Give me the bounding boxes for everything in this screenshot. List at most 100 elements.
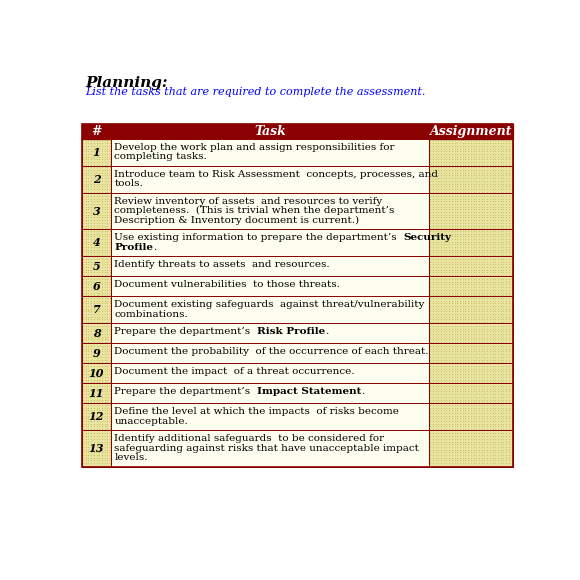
Bar <box>82 276 111 296</box>
Text: .: . <box>325 327 328 336</box>
Text: 3: 3 <box>93 205 100 216</box>
Bar <box>429 139 513 166</box>
Text: 7: 7 <box>93 304 100 316</box>
Bar <box>429 229 513 256</box>
Text: completeness.  (This is trivial when the department’s: completeness. (This is trivial when the … <box>114 206 395 215</box>
Text: Document existing safeguards  against threat/vulnerability: Document existing safeguards against thr… <box>114 300 425 309</box>
Text: Security: Security <box>404 233 451 242</box>
Text: 5: 5 <box>93 261 100 272</box>
Bar <box>111 383 429 404</box>
Bar <box>82 139 111 166</box>
Bar <box>111 323 429 343</box>
Text: Task: Task <box>254 125 286 137</box>
Bar <box>82 383 111 404</box>
Bar <box>82 139 111 166</box>
Text: Introduce team to Risk Assessment  concepts, processes, and: Introduce team to Risk Assessment concep… <box>114 170 438 179</box>
Text: Identify threats to assets  and resources.: Identify threats to assets and resources… <box>114 260 330 269</box>
Bar <box>82 383 111 404</box>
Bar <box>429 193 513 229</box>
Text: levels.: levels. <box>114 454 148 462</box>
Text: Description & Inventory document is current.): Description & Inventory document is curr… <box>114 216 360 225</box>
Bar <box>429 166 513 193</box>
Text: Prepare the department’s: Prepare the department’s <box>114 327 257 336</box>
Bar <box>429 256 513 276</box>
Bar <box>429 363 513 383</box>
Text: unacceptable.: unacceptable. <box>114 417 188 426</box>
Bar <box>82 229 111 256</box>
Text: 4: 4 <box>93 237 100 248</box>
Bar <box>429 430 513 467</box>
Text: Document the impact  of a threat occurrence.: Document the impact of a threat occurren… <box>114 367 355 376</box>
Text: #: # <box>91 125 102 137</box>
Text: .: . <box>361 387 365 396</box>
Bar <box>429 323 513 343</box>
Bar <box>429 404 513 430</box>
Bar <box>429 139 513 166</box>
Text: combinations.: combinations. <box>114 310 188 319</box>
Bar <box>429 124 513 139</box>
Bar <box>82 323 111 343</box>
Text: Profile: Profile <box>114 243 153 252</box>
Bar <box>111 124 429 139</box>
Bar <box>82 193 111 229</box>
Bar <box>82 343 111 363</box>
Bar <box>82 166 111 193</box>
Bar <box>82 404 111 430</box>
Text: 11: 11 <box>89 388 104 399</box>
Text: 6: 6 <box>93 281 100 292</box>
Text: tools.: tools. <box>114 179 143 188</box>
Bar <box>111 276 429 296</box>
Bar <box>429 343 513 363</box>
Bar <box>82 363 111 383</box>
Bar <box>111 229 429 256</box>
Text: 10: 10 <box>89 368 104 379</box>
Text: Use existing information to prepare the department’s: Use existing information to prepare the … <box>114 233 404 242</box>
Bar <box>82 166 111 193</box>
Bar <box>82 296 111 323</box>
Bar <box>82 343 111 363</box>
Bar <box>82 430 111 467</box>
Bar <box>82 363 111 383</box>
Text: Prepare the department’s: Prepare the department’s <box>114 387 257 396</box>
Bar <box>82 229 111 256</box>
Bar <box>82 193 111 229</box>
Bar <box>111 166 429 193</box>
Bar <box>82 430 111 467</box>
Bar <box>429 383 513 404</box>
Text: Document the probability  of the occurrence of each threat.: Document the probability of the occurren… <box>114 347 429 356</box>
Text: .: . <box>153 243 157 252</box>
Text: 8: 8 <box>93 328 100 339</box>
Bar <box>429 343 513 363</box>
Bar <box>82 124 111 139</box>
Text: Impact Statement: Impact Statement <box>257 387 361 396</box>
Text: Assignment: Assignment <box>430 125 512 137</box>
Text: Identify additional safeguards  to be considered for: Identify additional safeguards to be con… <box>114 434 385 443</box>
Bar <box>111 256 429 276</box>
Bar <box>429 166 513 193</box>
Text: Planning:: Planning: <box>85 76 168 90</box>
Text: Develop the work plan and assign responsibilities for: Develop the work plan and assign respons… <box>114 143 395 152</box>
Bar <box>429 229 513 256</box>
Bar <box>429 276 513 296</box>
Text: Define the level at which the impacts  of risks become: Define the level at which the impacts of… <box>114 407 399 416</box>
Bar <box>82 404 111 430</box>
Bar <box>429 276 513 296</box>
Bar <box>429 296 513 323</box>
Text: 1: 1 <box>93 147 100 158</box>
Bar <box>111 363 429 383</box>
Text: completing tasks.: completing tasks. <box>114 153 207 161</box>
Bar <box>429 363 513 383</box>
Bar <box>111 404 429 430</box>
Text: 9: 9 <box>93 348 100 359</box>
Text: 13: 13 <box>89 443 104 454</box>
Bar <box>429 296 513 323</box>
Bar <box>82 276 111 296</box>
Bar <box>82 323 111 343</box>
Text: Document vulnerabilities  to those threats.: Document vulnerabilities to those threat… <box>114 280 340 289</box>
Bar <box>82 124 513 467</box>
Text: 2: 2 <box>93 174 100 185</box>
Text: 12: 12 <box>89 411 104 422</box>
Bar <box>111 139 429 166</box>
Text: List the tasks that are required to complete the assessment.: List the tasks that are required to comp… <box>85 88 425 97</box>
Bar <box>429 323 513 343</box>
